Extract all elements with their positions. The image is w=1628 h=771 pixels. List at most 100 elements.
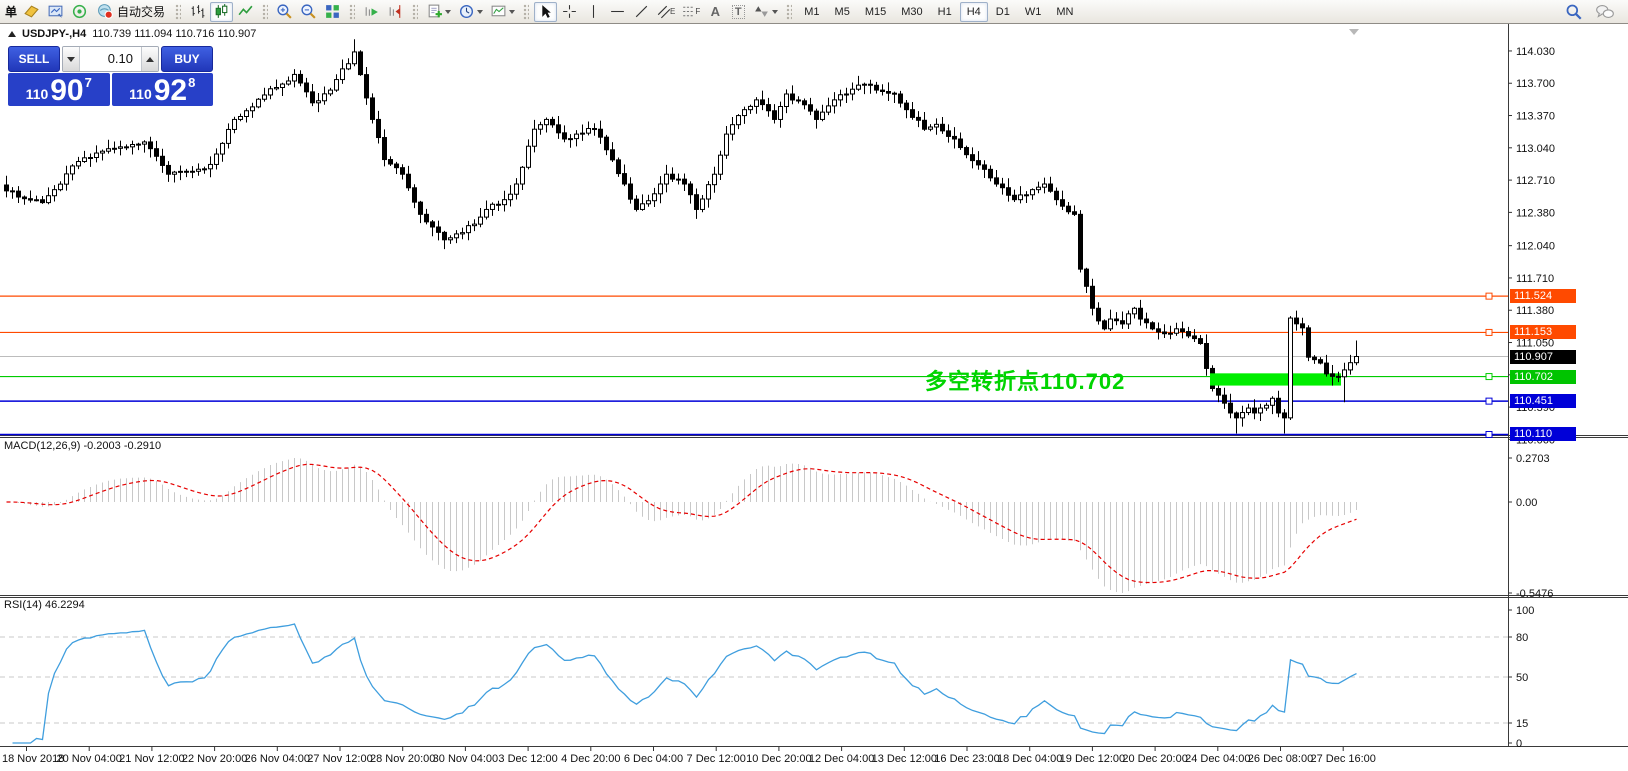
tf-button-m5[interactable]: M5 — [828, 2, 857, 22]
new-order-label[interactable]: 单 — [5, 5, 18, 19]
caret-up-icon — [146, 56, 154, 62]
svg-text:24 Dec 04:00: 24 Dec 04:00 — [1185, 753, 1250, 765]
candlestick-chart-button[interactable] — [210, 1, 234, 22]
zoom-out-icon — [301, 4, 316, 19]
zoom-in-button[interactable] — [273, 2, 296, 22]
svg-text:7 Dec 12:00: 7 Dec 12:00 — [687, 753, 746, 765]
sell-price-big: 90 — [50, 74, 84, 107]
text-label-tool-button[interactable]: T — [727, 2, 749, 22]
price-level-label: 110.907 — [1510, 349, 1576, 364]
line-chart-button[interactable] — [234, 2, 257, 22]
line-chart-icon — [238, 5, 253, 16]
svg-text:111.050: 111.050 — [1516, 338, 1554, 350]
templates-button[interactable] — [487, 2, 518, 22]
auto-trading-button[interactable]: 自动交易 — [92, 2, 170, 22]
fibonacci-tool-button[interactable]: F — [679, 2, 703, 22]
arrows-tool-button[interactable] — [750, 2, 781, 22]
clock-icon — [459, 4, 474, 19]
volume-decrease-button[interactable] — [63, 47, 80, 71]
indicators-button[interactable] — [423, 2, 454, 22]
order-ticket-icon[interactable] — [20, 2, 43, 22]
signals-button[interactable] — [68, 2, 91, 22]
buy-price-box[interactable]: 110 92 8 — [111, 73, 213, 106]
gold-ticket-icon — [24, 5, 39, 18]
text-tool-button[interactable]: A — [704, 2, 726, 22]
svg-text:20 Dec 20:00: 20 Dec 20:00 — [1122, 753, 1187, 765]
svg-text:112.040: 112.040 — [1516, 241, 1555, 253]
trade-prices-row: 110 90 7 110 92 8 — [8, 73, 213, 106]
chart-ohlc-values: 110.739 111.094 110.716 110.907 — [92, 28, 257, 40]
sell-price-small: 110 — [25, 86, 49, 102]
bar-chart-button[interactable] — [186, 2, 209, 22]
auto-scroll-icon — [365, 7, 378, 16]
terminal-icon — [48, 5, 63, 18]
indicators-icon — [428, 4, 442, 18]
caret-down-icon — [67, 56, 75, 62]
toolbar-grip — [412, 3, 419, 20]
channel-icon — [657, 5, 671, 19]
tf-button-d1[interactable]: D1 — [989, 2, 1017, 22]
macd-label: MACD(12,26,9) -0.2003 -0.2910 — [4, 440, 162, 452]
radar-icon — [72, 4, 87, 19]
svg-text:114.030: 114.030 — [1516, 46, 1555, 58]
chat-icon[interactable] — [1595, 3, 1615, 21]
svg-text:111.380: 111.380 — [1516, 305, 1554, 317]
toolbar-grip — [175, 3, 182, 20]
vertical-line-icon — [593, 5, 595, 18]
svg-text:30 Nov 04:00: 30 Nov 04:00 — [433, 753, 498, 765]
svg-text:15: 15 — [1516, 718, 1528, 730]
horizontal-line-icon — [611, 10, 624, 13]
sell-price-box[interactable]: 110 90 7 — [8, 73, 110, 106]
buy-button[interactable]: BUY — [161, 46, 213, 72]
vertical-line-tool-button[interactable] — [582, 2, 605, 22]
tf-button-m1[interactable]: M1 — [797, 2, 826, 22]
trendline-tool-button[interactable] — [630, 2, 653, 22]
horizontal-line-tool-button[interactable] — [606, 2, 629, 22]
tile-windows-button[interactable] — [321, 2, 344, 22]
templates-icon — [491, 5, 506, 17]
tf-button-w1[interactable]: W1 — [1018, 2, 1049, 22]
tf-button-h1[interactable]: H1 — [931, 2, 959, 22]
collapse-triangle-icon[interactable] — [8, 31, 16, 37]
svg-text:113.370: 113.370 — [1516, 111, 1555, 123]
sell-button[interactable]: SELL — [8, 46, 60, 72]
rsi-label: RSI(14) 46.2294 — [4, 599, 85, 611]
auto-scroll-button[interactable] — [360, 2, 383, 22]
svg-text:27 Nov 12:00: 27 Nov 12:00 — [307, 753, 372, 765]
periods-button[interactable] — [455, 2, 486, 22]
tf-button-mn[interactable]: MN — [1049, 2, 1080, 22]
volume-control: 0.10 — [62, 46, 159, 72]
ohlc-bars-icon — [191, 5, 205, 18]
toolbar-right — [1565, 3, 1625, 21]
tf-button-m15[interactable]: M15 — [858, 2, 893, 22]
tf-button-h4[interactable]: H4 — [959, 1, 988, 22]
svg-text:21 Nov 12:00: 21 Nov 12:00 — [119, 753, 184, 765]
volume-input[interactable]: 0.10 — [107, 51, 133, 66]
text-tool-icon: A — [710, 4, 720, 19]
svg-text:28 Nov 20:00: 28 Nov 20:00 — [370, 753, 435, 765]
svg-text:22 Nov 20:00: 22 Nov 20:00 — [182, 753, 247, 765]
fibo-sub-label: F — [695, 7, 701, 16]
buy-price-sup: 8 — [188, 75, 196, 90]
chart-shift-button[interactable] — [384, 2, 407, 22]
svg-text:0.00: 0.00 — [1516, 497, 1537, 509]
cursor-tool-button[interactable] — [534, 1, 558, 22]
channel-tool-button[interactable]: E — [654, 2, 678, 22]
price-level-label: 111.153 — [1510, 325, 1576, 340]
svg-text:18 Dec 04:00: 18 Dec 04:00 — [997, 753, 1062, 765]
volume-increase-button[interactable] — [141, 47, 158, 71]
svg-text:112.710: 112.710 — [1516, 175, 1555, 187]
svg-text:4 Dec 20:00: 4 Dec 20:00 — [561, 753, 620, 765]
crosshair-tool-button[interactable] — [558, 2, 581, 22]
channel-sub-label: E — [670, 7, 676, 16]
svg-text:113.040: 113.040 — [1516, 143, 1555, 155]
trendline-icon — [635, 5, 648, 18]
market-watch-button[interactable] — [44, 2, 67, 22]
chart-header: USDJPY-,H4 110.739 111.094 110.716 110.9… — [8, 28, 256, 40]
tf-button-m30[interactable]: M30 — [894, 2, 929, 22]
search-icon[interactable] — [1565, 3, 1583, 21]
zoom-out-button[interactable] — [297, 2, 320, 22]
svg-text:80: 80 — [1516, 632, 1528, 644]
